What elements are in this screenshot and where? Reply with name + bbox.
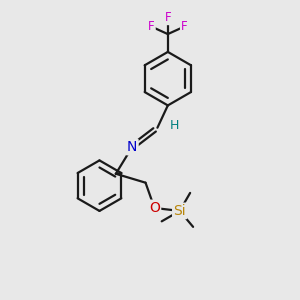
Text: F: F (148, 20, 155, 33)
Text: F: F (181, 20, 188, 33)
Text: Si: Si (173, 204, 186, 218)
Text: N: N (127, 140, 137, 154)
Text: H: H (170, 119, 179, 132)
Text: O: O (149, 201, 160, 215)
Text: F: F (164, 11, 171, 24)
